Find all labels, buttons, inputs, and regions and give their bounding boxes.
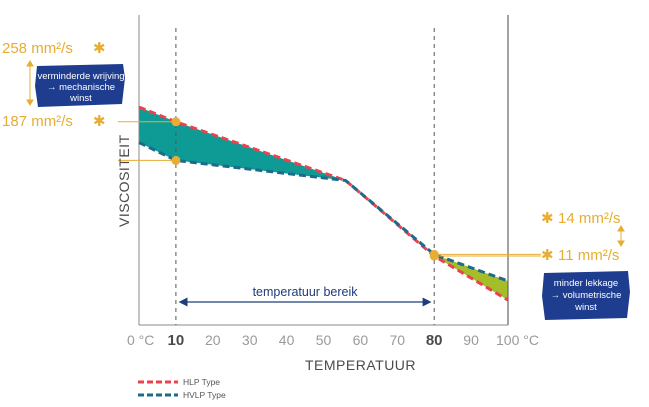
- double-arrow-right-icon: [617, 225, 625, 247]
- range-arrow-right-icon: [422, 297, 432, 307]
- y-axis-title: VISCOSITEIT: [116, 134, 132, 227]
- legend-label-hlp: HLP Type: [183, 377, 220, 387]
- right-badge: minder lekkage → volumetrische winst: [542, 271, 630, 320]
- range-arrow-left-icon: [178, 297, 188, 307]
- x-tick-label: 0 °C: [127, 332, 154, 348]
- temperature-range-label: temperatuur bereik: [253, 285, 359, 299]
- x-tick-label: 40: [279, 332, 295, 348]
- right-badge-line-2: → volumetrische: [551, 290, 622, 301]
- legend-label-hvlp: HVLP Type: [183, 390, 226, 400]
- value-label-11: 11 mm²/s: [558, 247, 619, 264]
- left-badge-line-1: verminderde wrijving: [37, 71, 124, 82]
- right-badge-line-1: minder lekkage: [554, 278, 618, 289]
- left-badge: verminderde wrijving → mechanische winst: [35, 64, 125, 107]
- asterisk-icon: ✱: [93, 113, 106, 130]
- x-tick-label: 70: [390, 332, 406, 348]
- asterisk-icon: ✱: [93, 40, 106, 57]
- value-label-187: 187 mm²/s: [2, 113, 73, 130]
- left-badge-line-2: → mechanische: [47, 82, 115, 93]
- x-tick-label: 100 °C: [496, 332, 539, 348]
- x-tick-label: 30: [242, 332, 258, 348]
- x-tick-label: 80: [426, 332, 443, 349]
- x-tick-label: 60: [353, 332, 369, 348]
- value-label-258: 258 mm²/s: [2, 40, 73, 57]
- x-tick-labels: 0 °C 10 20 30 40 50 60 70 80 90 100 °C: [127, 332, 539, 349]
- asterisk-icon: ✱: [541, 210, 554, 227]
- legend: HLP Type HVLP Type: [138, 377, 226, 400]
- asterisk-icon: ✱: [541, 247, 554, 264]
- double-arrow-left-icon: [26, 60, 34, 106]
- x-tick-label: 20: [205, 332, 221, 348]
- x-tick-label: 50: [316, 332, 332, 348]
- x-tick-label: 90: [463, 332, 479, 348]
- left-badge-line-3: winst: [69, 93, 92, 104]
- right-badge-line-3: winst: [574, 302, 597, 313]
- temperature-range-arrow: [178, 297, 432, 307]
- value-label-14: 14 mm²/s: [558, 210, 621, 227]
- x-axis-title: TEMPERATUUR: [305, 357, 416, 373]
- series-line-hlp: [138, 105, 509, 302]
- marker-point-258: [171, 117, 181, 127]
- marker-point-11: [429, 251, 439, 261]
- right-fill-area: [345, 180, 508, 301]
- marker-point-187: [171, 155, 181, 165]
- series-line-hvlp: [138, 141, 509, 283]
- x-tick-label: 10: [168, 332, 185, 349]
- left-fill-area: [139, 107, 346, 181]
